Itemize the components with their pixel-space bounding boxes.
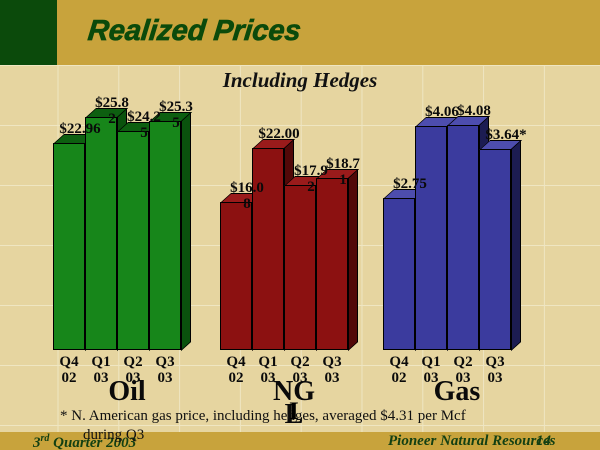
value-label: $24.2 5	[127, 109, 161, 141]
tick-label: Q1 03	[258, 354, 278, 386]
footer-date-num: 3	[33, 435, 41, 450]
bar-gas-3	[446, 115, 490, 351]
bar-oil-4	[148, 111, 192, 351]
value-label: $18.7 1	[326, 156, 360, 188]
bar-oil-1	[52, 133, 96, 351]
tick-label: Q1 03	[421, 354, 441, 386]
group-label-oil: Oil	[108, 376, 146, 407]
value-label: $4.06	[425, 104, 459, 120]
header-band	[0, 0, 600, 65]
tick-label: Q2 03	[290, 354, 310, 386]
bar-side-face	[510, 139, 521, 351]
value-label: $25.8 2	[95, 95, 129, 127]
tick-label: Q2 03	[453, 354, 473, 386]
footer-date-rest: Quarter 2003	[49, 435, 137, 450]
footnote: * N. American gas price, including hedge…	[60, 408, 466, 443]
footer-company: Pioneer Natural Resources	[388, 433, 556, 449]
tick-label: Q2 03	[123, 354, 143, 386]
bar-ngl-2	[251, 138, 295, 351]
bar-ngl-1	[219, 192, 263, 351]
group-label-gas: Gas	[433, 376, 481, 407]
footer-date-ordinal: rd	[40, 433, 50, 444]
value-label: $16.0 8	[230, 180, 264, 212]
slide-title: Realized Prices	[86, 15, 303, 48]
bar-gas-2	[414, 116, 458, 351]
bar-oil-2	[84, 107, 128, 351]
bar-oil-3	[116, 121, 160, 351]
value-label: $4.08	[457, 103, 491, 119]
tick-label: Q4 02	[226, 354, 246, 386]
value-label: $22.00	[258, 126, 300, 142]
tick-label: Q3 03	[155, 354, 175, 386]
tick-label: Q4 02	[59, 354, 79, 386]
tick-label: Q1 03	[91, 354, 111, 386]
bar-gas-1	[382, 188, 426, 351]
bar-side-face	[180, 111, 191, 351]
group-label-ngl: NG L	[273, 376, 315, 430]
value-label: $2.75	[393, 176, 427, 192]
tick-label: Q4 02	[389, 354, 409, 386]
bar-ngl-3	[283, 175, 327, 351]
value-label: $3.64*	[485, 127, 527, 143]
bar-side-face	[347, 168, 358, 351]
footer-band	[0, 432, 600, 450]
tick-label: Q3 03	[322, 354, 342, 386]
value-label: $25.3 5	[159, 99, 193, 131]
bar-gas-4	[478, 139, 522, 351]
bar-ngl-4	[315, 168, 359, 351]
chart-title: Including Hedges	[222, 68, 378, 92]
header-accent-square	[0, 0, 57, 65]
value-label: $17.9 2	[294, 163, 328, 195]
page-number: 14	[536, 433, 551, 449]
footer-date: 3rd Quarter 2003	[33, 433, 136, 450]
value-label: $22.96	[59, 121, 101, 137]
text-cursor-icon: I	[289, 398, 299, 425]
tick-label: Q3 03	[485, 354, 505, 386]
